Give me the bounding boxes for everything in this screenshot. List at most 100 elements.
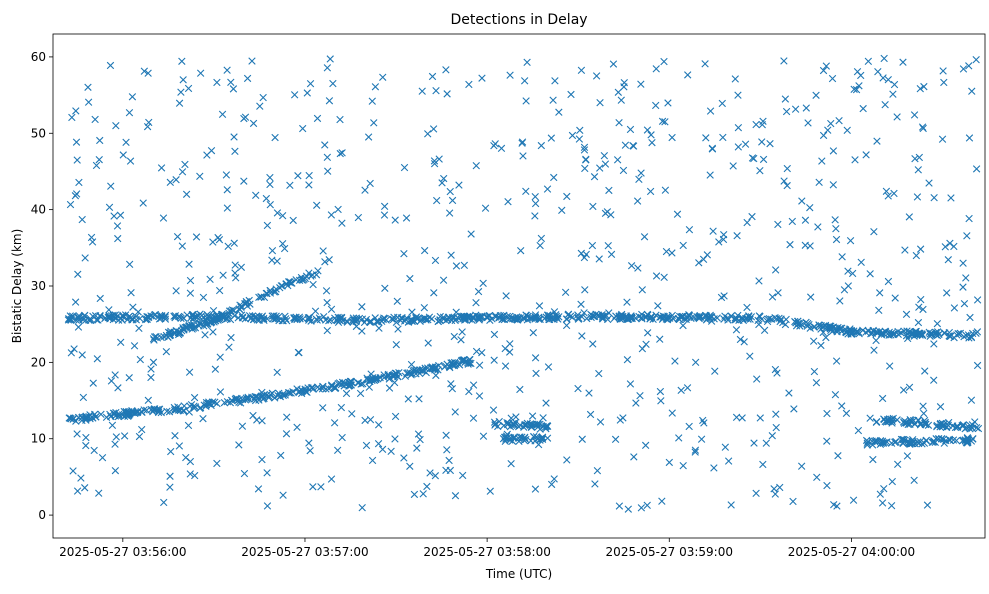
data-point — [329, 79, 337, 88]
data-point — [876, 437, 885, 445]
data-point — [561, 288, 570, 296]
data-point — [309, 385, 317, 393]
data-point — [870, 228, 878, 236]
data-point — [452, 262, 461, 270]
data-point — [430, 157, 439, 165]
data-point — [952, 436, 961, 445]
data-point — [373, 316, 382, 325]
data-point — [558, 206, 566, 215]
data-point — [262, 194, 271, 203]
data-point — [431, 256, 440, 265]
data-point — [119, 151, 127, 159]
data-point — [139, 199, 147, 207]
data-point — [793, 317, 802, 326]
data-point — [183, 311, 191, 319]
y-axis-ticks: 0 10 20 30 40 50 60 — [31, 50, 53, 522]
data-point — [175, 328, 183, 336]
data-point — [507, 460, 515, 468]
data-point — [911, 327, 920, 336]
data-point — [317, 483, 325, 491]
data-point — [555, 313, 563, 321]
data-point — [89, 379, 97, 387]
data-point — [380, 202, 389, 211]
data-point — [190, 402, 198, 410]
data-point — [916, 245, 925, 253]
data-point — [256, 102, 264, 110]
data-point — [407, 360, 416, 369]
data-point — [117, 314, 125, 322]
data-point — [883, 415, 892, 424]
data-point — [114, 234, 122, 243]
data-point — [756, 414, 764, 422]
data-point — [772, 423, 780, 432]
data-point — [260, 316, 268, 324]
data-point — [836, 297, 844, 305]
data-point — [307, 317, 315, 325]
data-point — [685, 422, 693, 431]
data-point — [203, 313, 211, 322]
data-point — [182, 190, 191, 198]
data-point — [460, 315, 469, 323]
data-point — [919, 305, 927, 314]
data-point — [325, 97, 334, 105]
data-point — [446, 187, 454, 196]
data-point — [278, 211, 287, 220]
data-point — [322, 385, 330, 393]
data-point — [926, 330, 934, 338]
data-point — [236, 399, 245, 407]
data-point — [551, 77, 559, 85]
data-point — [531, 212, 539, 220]
data-point — [508, 437, 517, 445]
data-point — [596, 164, 604, 172]
data-point — [110, 313, 118, 321]
data-point — [933, 319, 942, 328]
data-point — [966, 313, 974, 322]
data-point — [361, 186, 369, 194]
data-point — [469, 414, 478, 422]
data-point — [691, 358, 700, 366]
data-point — [366, 179, 374, 188]
data-point — [314, 267, 322, 275]
data-point — [789, 497, 797, 506]
data-point — [577, 66, 586, 75]
data-point — [503, 434, 511, 442]
data-point — [402, 214, 411, 222]
data-point — [752, 489, 760, 498]
data-point — [647, 312, 655, 321]
data-point — [884, 277, 893, 286]
data-point — [516, 421, 525, 430]
data-point — [732, 326, 741, 334]
data-point — [429, 125, 438, 133]
data-point — [67, 313, 76, 321]
data-point — [542, 399, 550, 407]
data-point — [902, 310, 911, 319]
data-point — [638, 286, 646, 294]
data-point — [815, 321, 823, 329]
data-point — [965, 62, 973, 70]
data-point — [505, 315, 514, 323]
data-point — [756, 312, 764, 321]
data-point — [563, 315, 571, 323]
data-point — [852, 85, 861, 94]
data-point — [272, 288, 280, 296]
data-point — [822, 333, 830, 342]
data-point — [882, 418, 891, 426]
data-point — [596, 418, 605, 426]
data-point — [354, 379, 362, 387]
data-point — [323, 298, 331, 307]
data-point — [806, 293, 815, 301]
data-point — [427, 364, 435, 372]
data-point — [512, 315, 521, 324]
data-point — [564, 310, 573, 318]
data-point — [547, 134, 556, 142]
data-point — [374, 439, 383, 448]
data-point — [277, 451, 285, 460]
data-point — [428, 72, 437, 81]
data-point — [889, 90, 897, 98]
data-point — [609, 60, 618, 68]
data-point — [937, 435, 946, 443]
data-point — [78, 351, 86, 359]
data-point — [213, 459, 221, 468]
data-point — [531, 354, 540, 362]
data-point — [899, 58, 907, 66]
